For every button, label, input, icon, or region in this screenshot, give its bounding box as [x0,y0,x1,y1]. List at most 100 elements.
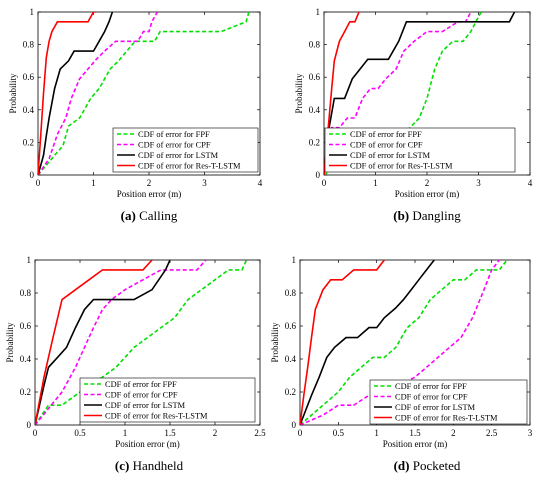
y-tick-label: 1 [30,7,35,17]
x-tick-label: 2 [147,178,152,188]
legend-box [324,127,516,173]
y-tick-label: 0.8 [309,40,321,50]
x-axis-label: Position error (m) [395,189,460,199]
caption-c-text: Handheld [129,458,184,473]
caption-a-letter: (a) [120,208,136,223]
legend-label: CDF of error for FPF [395,382,467,391]
y-tick-label: 0.6 [20,321,32,331]
series-line-fpf [35,260,248,425]
x-tick-label: 1 [123,428,128,438]
y-tick-label: 1 [292,255,297,265]
y-axis-label: Probability [294,73,304,113]
x-tick-label: 0.5 [74,428,86,438]
caption-b-text: Dangling [409,208,461,223]
legend-label: CDF of error for Res-T-LSTM [138,162,241,171]
legend-label: CDF of error for CPF [105,391,178,400]
chart-pocketed: 0 0.5 1 1.5 2 2.5 3 0 0.2 0.4 0.6 0.8 1 Position erro… [270,255,533,449]
x-tick-label: 4 [528,178,533,188]
x-tick-label: 3 [476,178,481,188]
series-line-fpf [300,260,508,425]
series-line-res-t-lstm [35,260,153,425]
y-tick-label: 0.6 [309,72,321,82]
x-tick-label: 0.5 [333,428,345,438]
x-tick-label: 1.5 [409,428,421,438]
legend-label: CDF of error for FPF [350,130,422,139]
legend-label: CDF of error for LSTM [395,403,476,412]
x-tick-label: 1 [91,178,96,188]
x-tick-label: 2 [451,428,456,438]
series-line-cpf [324,12,472,175]
series-line-lstm [300,260,435,425]
y-tick-label: 0.6 [285,321,297,331]
legend-label: CDF of error for Res-T-LSTM [105,412,208,421]
caption-b: (b) Dangling [327,208,527,224]
y-tick-label: 0.6 [23,72,35,82]
x-tick-label: 0 [298,428,303,438]
x-tick-label: 0 [33,428,38,438]
y-tick-label: 0.8 [23,40,35,50]
x-axis-label: Position error (m) [117,189,182,199]
y-tick-label: 0.4 [309,105,321,115]
x-tick-label: 2.5 [486,428,498,438]
x-tick-label: 1 [373,178,378,188]
x-tick-label: 0 [322,178,327,188]
y-tick-label: 0 [316,170,321,180]
y-tick-label: 0.8 [20,288,32,298]
caption-d: (d) Pocketed [327,458,527,474]
legend-label: CDF of error for FPF [138,130,210,139]
caption-a-text: Calling [135,208,178,223]
series-line-lstm [324,12,516,175]
y-tick-label: 0.2 [285,387,296,397]
legend-label: CDF of error for CPF [395,393,468,402]
legend-label: CDF of error for Res-T-LSTM [350,162,453,171]
series-line-cpf [38,12,158,175]
series-line-cpf [35,260,207,425]
y-tick-label: 1 [316,7,321,17]
chart-dangling: 0 1 2 3 4 0 0.2 0.4 0.6 0.8 1 Position error (m) Pro… [294,7,533,199]
x-tick-label: 2.5 [254,428,266,438]
x-tick-label: 3 [202,178,207,188]
legend-label: CDF of error for LSTM [105,401,186,410]
y-tick-label: 0 [30,170,35,180]
caption-d-text: Pocketed [409,458,461,473]
legend-box [369,379,528,425]
x-tick-label: 4 [258,178,263,188]
x-tick-label: 3 [528,428,533,438]
caption-d-letter: (d) [393,458,410,473]
y-tick-label: 0.8 [285,288,297,298]
x-tick-label: 0 [36,178,41,188]
y-axis-label: Probability [270,322,280,362]
y-tick-label: 0.2 [20,387,31,397]
series-line-lstm [35,260,171,425]
caption-c: (c) Handheld [49,458,249,474]
y-tick-label: 1 [27,255,32,265]
x-axis-label: Position error (m) [383,439,448,449]
x-tick-label: 2 [425,178,430,188]
legend-label: CDF of error for LSTM [138,151,219,160]
caption-b-letter: (b) [393,208,410,223]
x-tick-label: 1.5 [164,428,176,438]
series-line-lstm [38,12,114,175]
series-line-res-t-lstm [300,260,385,425]
y-tick-label: 0.4 [285,354,297,364]
caption-c-letter: (c) [114,458,130,473]
x-tick-label: 2 [213,428,218,438]
y-axis-label: Probability [8,73,18,113]
y-tick-label: 0.4 [23,105,35,115]
chart-calling: 0 1 2 3 4 0 0.2 0.4 0.6 0.8 1 Position error (m) Pro… [8,7,263,199]
caption-a: (a) Calling [49,208,249,224]
legend-label: CDF of error for FPF [105,380,177,389]
series-line-res-t-lstm [38,12,97,175]
y-tick-label: 0 [292,420,297,430]
legend-label: CDF of error for LSTM [350,151,431,160]
y-axis-label: Probability [5,322,15,362]
legend-label: CDF of error for CPF [138,141,211,150]
y-tick-label: 0.2 [309,137,320,147]
x-axis-label: Position error (m) [115,439,180,449]
legend-label: CDF of error for Res-T-LSTM [395,414,498,423]
legend-box [112,127,259,173]
y-tick-label: 0.4 [20,354,32,364]
legend-label: CDF of error for CPF [350,141,423,150]
y-tick-label: 0.2 [23,137,34,147]
